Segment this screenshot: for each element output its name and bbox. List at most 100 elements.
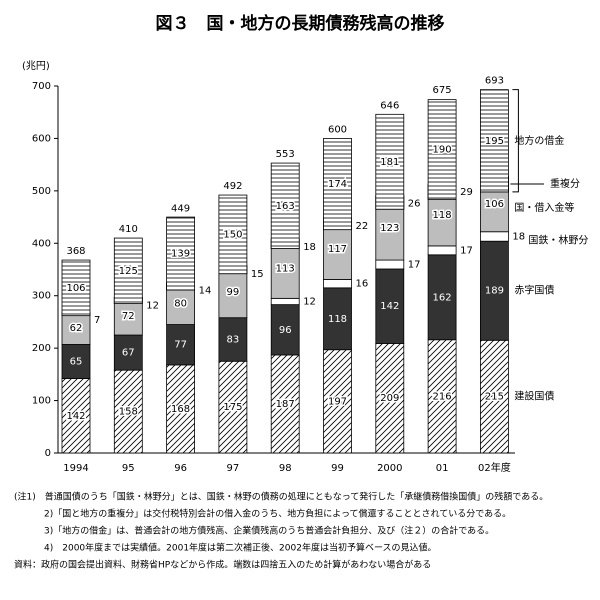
bar-segment <box>166 364 196 454</box>
value-label: 187 <box>276 399 295 410</box>
value-label: 80 <box>174 299 187 310</box>
value-label: 216 <box>433 391 452 402</box>
value-label: 158 <box>119 407 138 418</box>
value-label: 29 <box>460 187 473 198</box>
bar-segment <box>323 287 352 351</box>
total-label: 368 <box>66 246 85 257</box>
value-label: 162 <box>433 292 452 303</box>
bar-segment <box>427 99 457 200</box>
legend-label: 赤字国債 <box>514 284 554 297</box>
note: (注1) 普通国債のうち「国鉄・林野分」とは、国鉄・林野の債務の処理にともなって… <box>14 491 548 503</box>
bar-segment <box>166 216 196 291</box>
bar-segment <box>218 265 248 319</box>
value-label: 77 <box>174 340 187 351</box>
value-label: 181 <box>380 157 399 168</box>
bar-segment <box>375 268 405 344</box>
total-label: 693 <box>485 76 504 87</box>
y-unit: (兆円) <box>22 60 50 72</box>
bar-segment <box>270 304 300 356</box>
note: 2)「国と地方の重複分」は交付税特別会計の借入金のうち、地方負担によって償還する… <box>44 508 511 520</box>
legend-label: 建設国債 <box>514 390 554 403</box>
legend-bracket <box>512 89 519 193</box>
value-label: 139 <box>171 249 190 260</box>
bar-segment <box>479 240 509 341</box>
bar-segment <box>479 231 509 242</box>
bar-segment <box>323 279 352 289</box>
value-label: 142 <box>380 301 399 312</box>
y-tick-label: 700 <box>32 81 51 92</box>
legend-label: 重複分 <box>550 177 580 190</box>
value-label: 96 <box>279 325 292 336</box>
total-label: 449 <box>171 204 190 215</box>
x-tick-label: 99 <box>331 463 344 474</box>
value-label: 209 <box>380 393 399 404</box>
value-label: 189 <box>485 286 504 297</box>
x-tick-label: 98 <box>279 463 292 474</box>
value-label: 175 <box>223 402 242 413</box>
value-label: 22 <box>356 221 369 232</box>
chart-title: 図３ 国・地方の長期債務残高の推移 <box>156 13 445 34</box>
value-label: 15 <box>251 269 264 280</box>
value-label: 67 <box>122 348 135 359</box>
legend-label: 地方の借金 <box>514 134 564 147</box>
value-label: 125 <box>119 266 138 277</box>
total-label: 646 <box>380 100 399 111</box>
total-label: 553 <box>276 149 295 160</box>
value-label: 117 <box>328 244 347 255</box>
value-label: 106 <box>485 199 504 210</box>
bar-segment <box>113 334 143 371</box>
value-label: 197 <box>328 396 347 407</box>
value-label: 17 <box>408 260 421 271</box>
value-label: 195 <box>485 136 504 147</box>
bar-segment <box>375 259 405 270</box>
x-tick-label: 97 <box>227 463 240 474</box>
y-tick-label: 400 <box>32 238 51 249</box>
y-tick-label: 100 <box>32 396 51 407</box>
bar-segment <box>479 89 509 193</box>
x-tick-label: 2000 <box>377 463 402 474</box>
value-label: 65 <box>70 357 83 368</box>
bar-segment <box>427 245 457 256</box>
value-label: 215 <box>485 392 504 403</box>
legend-label: 国・借入金等 <box>514 201 574 214</box>
bar-segment <box>270 354 300 454</box>
value-label: 118 <box>433 210 452 221</box>
value-label: 18 <box>512 231 525 242</box>
x-tick-label: 01 <box>436 463 449 474</box>
bar-segment <box>218 194 248 275</box>
value-label: 62 <box>70 323 83 334</box>
bar-segment <box>323 138 352 231</box>
value-label: 12 <box>146 300 159 311</box>
value-label: 190 <box>433 144 452 155</box>
value-label: 99 <box>227 287 240 298</box>
note: 資料：政府の国会提出資料、財務省HPなどから作成。端数は四捨五入のため計算があわ… <box>14 559 431 571</box>
value-label: 142 <box>66 411 85 422</box>
value-label: 83 <box>227 334 240 345</box>
y-tick-label: 500 <box>32 186 51 197</box>
bar-segment <box>113 237 143 304</box>
value-label: 72 <box>122 311 135 322</box>
total-label: 675 <box>433 85 452 96</box>
legend-label: 国鉄・林野分 <box>528 233 588 246</box>
bar-segment <box>113 369 143 454</box>
x-tick-label: 95 <box>122 463 135 474</box>
bar-segment <box>218 317 248 362</box>
bar-segment <box>218 360 248 454</box>
bar-segment <box>61 259 91 317</box>
value-label: 14 <box>199 286 212 297</box>
value-label: 174 <box>328 179 347 190</box>
bar-segment <box>375 113 405 210</box>
x-tick-label: 96 <box>174 463 187 474</box>
value-label: 12 <box>303 296 316 307</box>
note: 4) 2000年度までは実績値。2001年度は第二次補正後、2002年度は当初予… <box>44 542 437 554</box>
bar-segment <box>61 311 91 345</box>
value-label: 113 <box>276 264 295 275</box>
bar-segment <box>270 238 300 299</box>
total-label: 492 <box>223 181 242 192</box>
value-label: 18 <box>303 242 316 253</box>
value-label: 168 <box>171 404 190 415</box>
bar-segment <box>427 339 457 454</box>
value-label: 17 <box>460 245 473 256</box>
y-tick-label: 300 <box>32 291 51 302</box>
